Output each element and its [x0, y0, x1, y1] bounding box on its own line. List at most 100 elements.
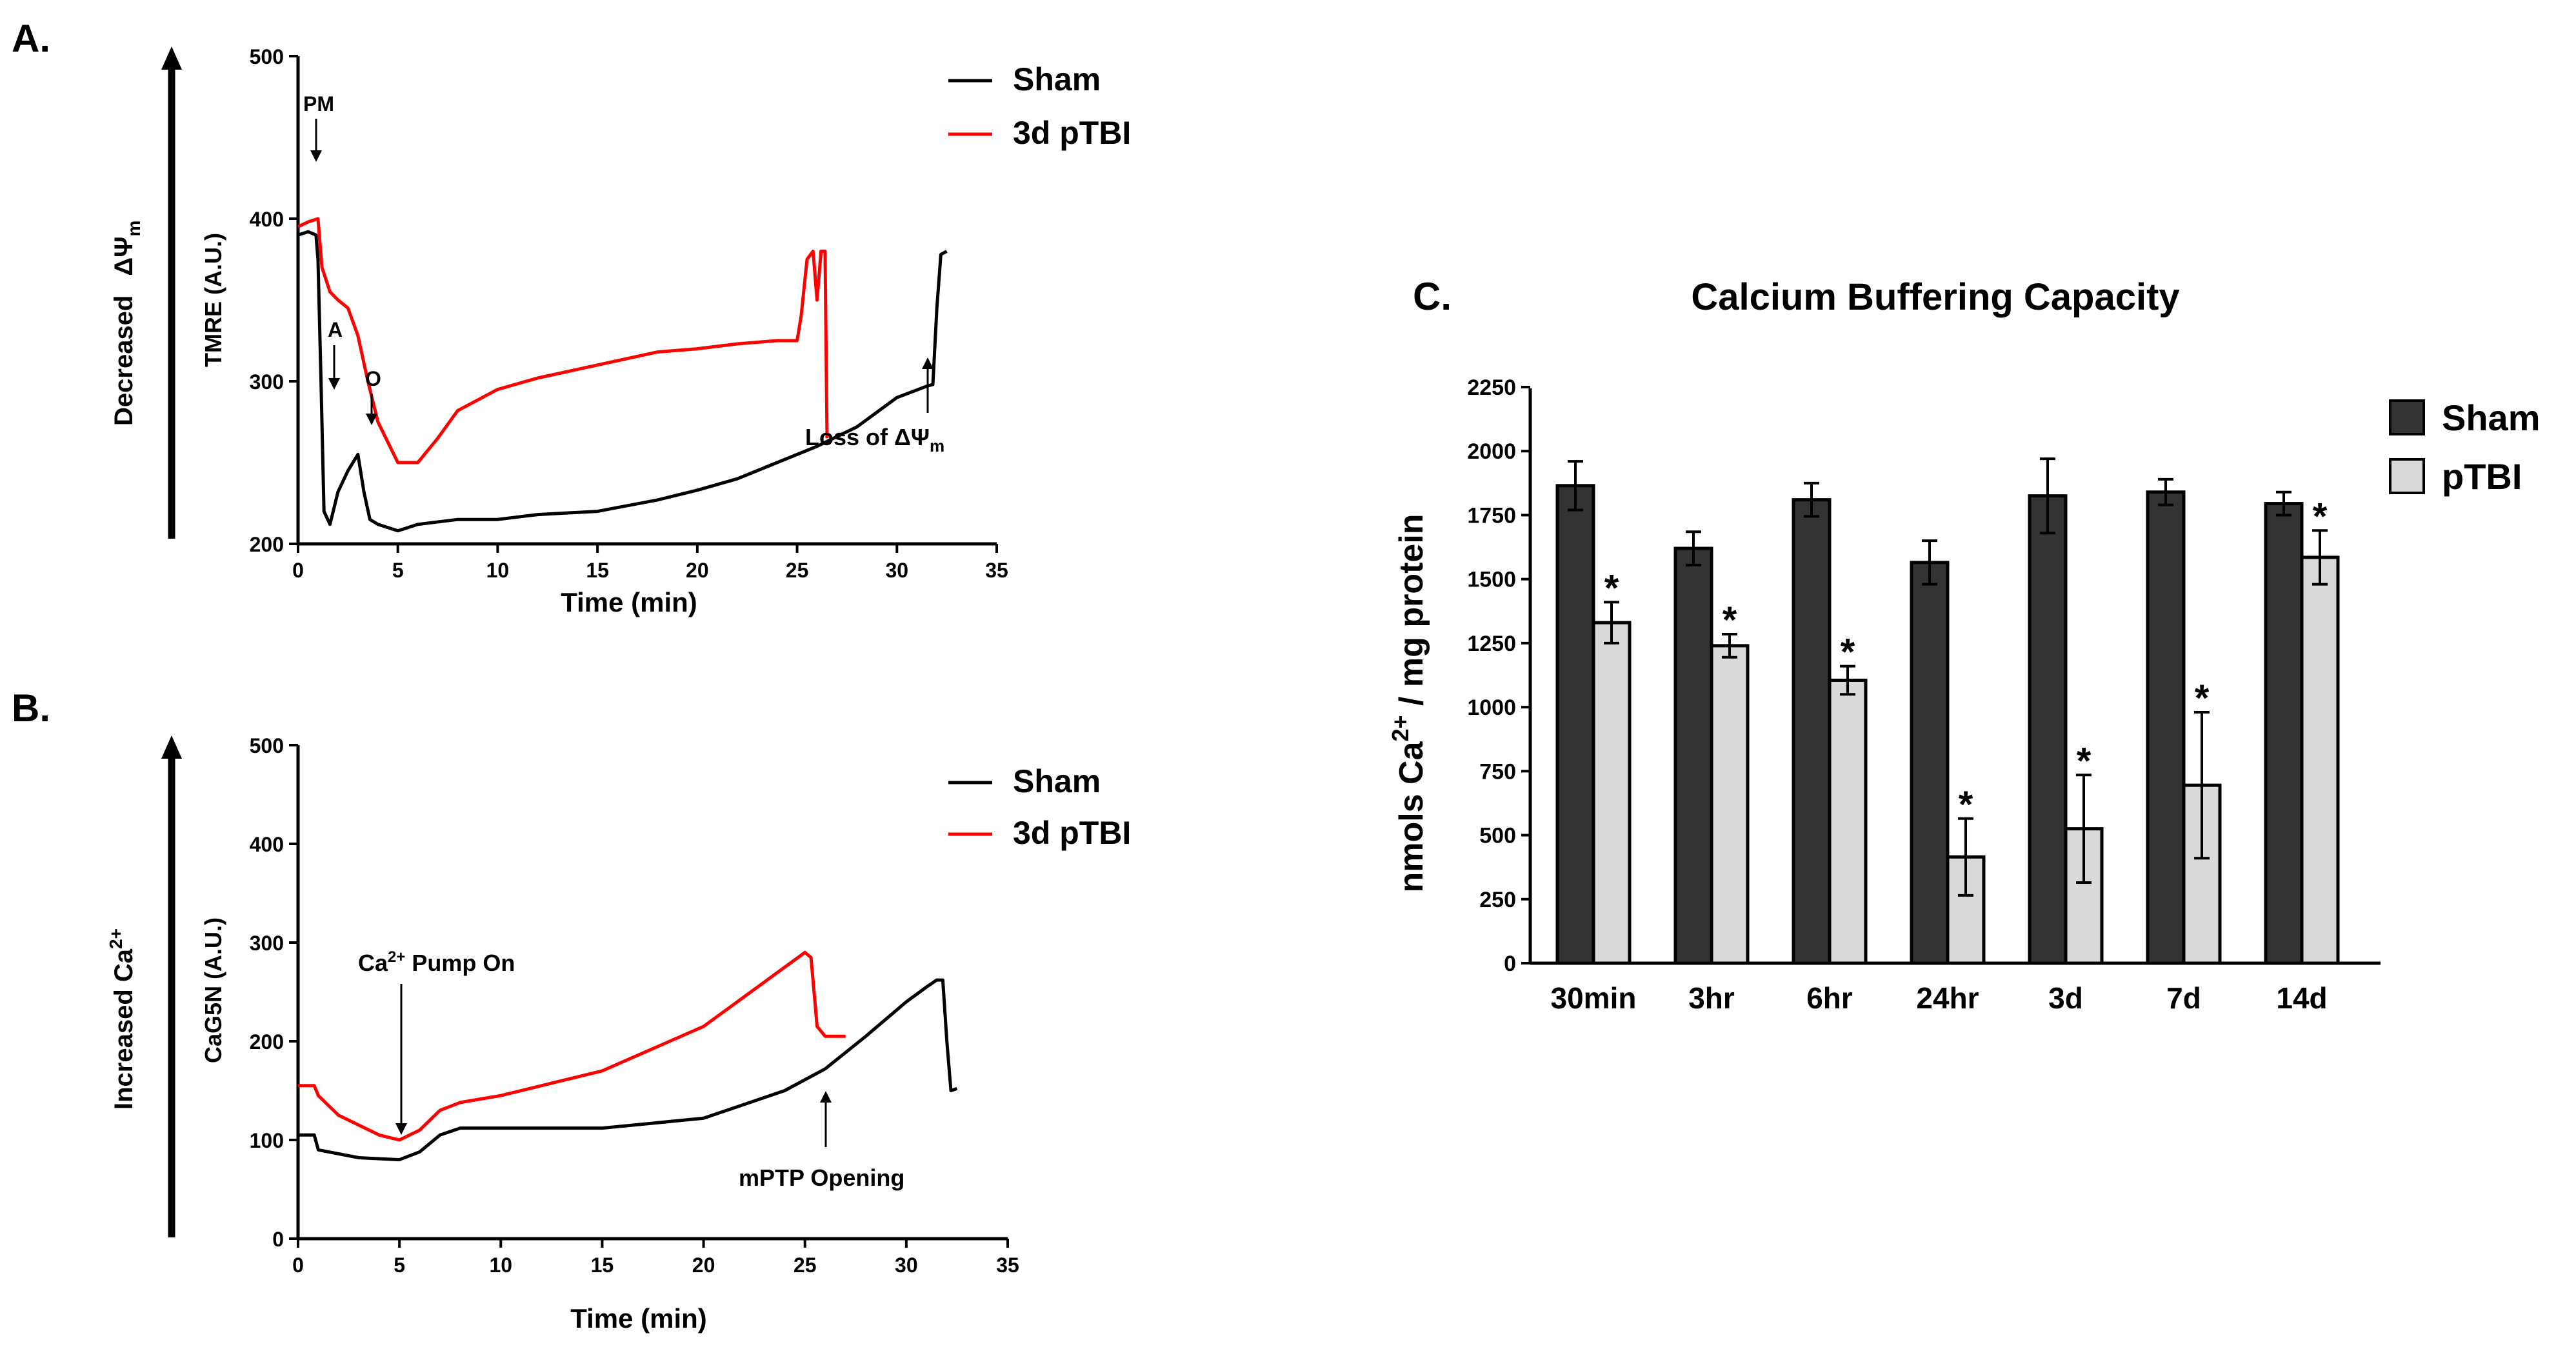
panel-b-label: B.	[12, 686, 50, 730]
y-tick-label: 250	[1479, 888, 1516, 912]
y-tick-label: 1000	[1467, 695, 1516, 720]
panel-a-y-axis-label: TMRE (A.U.)	[200, 233, 226, 367]
bar-sham	[1910, 561, 1950, 965]
bar-ptbi	[2300, 555, 2340, 965]
x-tick-label: 20	[692, 1254, 715, 1277]
bar-sham	[1673, 546, 1713, 965]
x-tick-label: 30	[895, 1254, 918, 1277]
significance-marker: *	[2077, 740, 2092, 782]
x-category-label: 6hr	[1806, 981, 1853, 1015]
x-category-label: 3hr	[1688, 981, 1735, 1015]
panel-c-axes	[1528, 388, 2381, 965]
panel-b-series-sham	[298, 978, 958, 1162]
panel-c-y-axis-label: nmols Ca2+ / mg protein	[1387, 514, 1430, 892]
panel-a-annotation-loss: Loss of ΔΨm	[805, 424, 944, 455]
panel-a-side-label: DecreasedΔΨm	[110, 221, 144, 426]
panel-a-x-ticks: 0 5 10 15 20 25 30 35	[292, 544, 1008, 582]
panel-b-legend-tbi: 3d pTBI	[1013, 815, 1131, 851]
bar-sham	[1792, 498, 1832, 965]
y-tick-label: 500	[250, 45, 284, 68]
panel-c-legend-sham-swatch	[2389, 399, 2425, 435]
panel-a-x-axis-label: Time (min)	[561, 587, 697, 617]
x-tick-label: 5	[392, 559, 404, 582]
x-tick-label: 25	[794, 1254, 817, 1277]
x-category-label: 3d	[2048, 981, 2083, 1015]
panel-c-legend-ptbi-swatch	[2389, 458, 2425, 494]
significance-marker: *	[1722, 599, 1737, 641]
significance-marker: *	[1604, 567, 1619, 609]
panel-b-side-arrowhead	[161, 735, 182, 759]
bar-sham	[2146, 490, 2186, 965]
significance-marker: *	[2313, 495, 2328, 537]
y-tick-label: 0	[272, 1228, 284, 1251]
y-tick-label: 2000	[1467, 439, 1516, 464]
y-tick-label: 400	[250, 833, 284, 856]
panel-c-x-ticks: 30min 3hr 6hr 24hr 3d 7d 14d	[1551, 981, 2328, 1015]
panel-a: A. DecreasedΔΨm 200 300 400 500 0 5 10 15 20 25 3…	[12, 17, 1131, 617]
bar-sham	[2028, 494, 2068, 965]
panel-a-legend-sham: Sham	[1013, 61, 1101, 97]
y-tick-label: 400	[250, 208, 284, 231]
panel-a-axes	[296, 56, 997, 546]
y-tick-label: 750	[1479, 759, 1516, 784]
x-tick-label: 10	[486, 559, 510, 582]
y-tick-label: 2250	[1467, 375, 1516, 400]
x-tick-label: 0	[292, 1254, 304, 1277]
bar-sham	[2264, 502, 2304, 965]
panel-b-legend-sham: Sham	[1013, 763, 1101, 799]
y-tick-label: 0	[1504, 952, 1516, 976]
panel-c-legend-ptbi: pTBI	[2442, 456, 2522, 497]
x-tick-label: 20	[686, 559, 709, 582]
bar-ptbi	[1828, 678, 1868, 965]
panel-c-y-ticks: 0 250 500 750 1000 1250 1500 1750 2000 2250	[1467, 375, 1530, 976]
panel-c: C. Calcium Buffering Capacity nmols Ca2+…	[1387, 275, 2541, 1015]
significance-marker: *	[2195, 677, 2210, 719]
panel-b-x-ticks: 0 5 10 15 20 25 30 35	[292, 1239, 1019, 1277]
panel-b: B. Increased Ca2+ 0 100 200 300 400 500 0 5 10 1…	[12, 686, 1131, 1334]
panel-a-label: A.	[12, 17, 50, 60]
y-tick-label: 500	[1479, 824, 1516, 848]
x-tick-label: 35	[985, 559, 1008, 582]
panel-a-annotation-pm: PM	[303, 92, 334, 115]
y-tick-label: 200	[250, 1030, 284, 1054]
x-tick-label: 10	[489, 1254, 512, 1277]
x-tick-label: 0	[292, 559, 304, 582]
x-category-label: 24hr	[1916, 981, 1979, 1015]
panel-b-side-label: Increased Ca2+	[106, 928, 138, 1110]
y-tick-label: 1500	[1467, 568, 1516, 592]
x-tick-label: 15	[586, 559, 609, 582]
x-tick-label: 25	[786, 559, 809, 582]
bar-ptbi	[1710, 644, 1750, 965]
x-category-label: 30min	[1551, 981, 1637, 1015]
y-tick-label: 200	[250, 533, 284, 556]
x-tick-label: 5	[394, 1254, 405, 1277]
y-tick-label: 500	[250, 734, 284, 757]
x-tick-label: 15	[591, 1254, 614, 1277]
y-tick-label: 300	[250, 932, 284, 955]
panel-b-axes	[296, 745, 1008, 1241]
y-tick-label: 100	[250, 1129, 284, 1152]
x-category-label: 7d	[2166, 981, 2201, 1015]
panel-a-annotation-o: O	[365, 367, 381, 390]
x-category-label: 14d	[2276, 981, 2327, 1015]
panel-b-x-axis-label: Time (min)	[570, 1303, 707, 1334]
y-tick-label: 1250	[1467, 632, 1516, 656]
panel-a-side-arrowhead	[161, 46, 182, 70]
panel-c-bars: * * * * * * *	[1555, 457, 2340, 965]
y-tick-label: 300	[250, 370, 284, 394]
panel-a-series-sham	[297, 230, 948, 533]
panel-b-legend: Sham 3d pTBI	[948, 763, 1131, 851]
panel-a-series-3d-ptbi	[297, 217, 829, 465]
bar-ptbi	[1592, 621, 1632, 965]
panel-c-label: C.	[1413, 275, 1452, 318]
panel-b-series-3d-ptbi	[298, 950, 846, 1142]
panel-c-legend-sham: Sham	[2442, 397, 2541, 438]
panel-c-title: Calcium Buffering Capacity	[1691, 276, 2179, 318]
panel-c-legend: Sham pTBI	[2389, 397, 2541, 497]
x-tick-label: 30	[885, 559, 908, 582]
x-tick-label: 35	[996, 1254, 1019, 1277]
panel-a-legend-tbi: 3d pTBI	[1013, 115, 1131, 151]
panel-a-y-ticks: 200 300 400 500	[250, 45, 298, 556]
significance-marker: *	[1841, 632, 1855, 674]
